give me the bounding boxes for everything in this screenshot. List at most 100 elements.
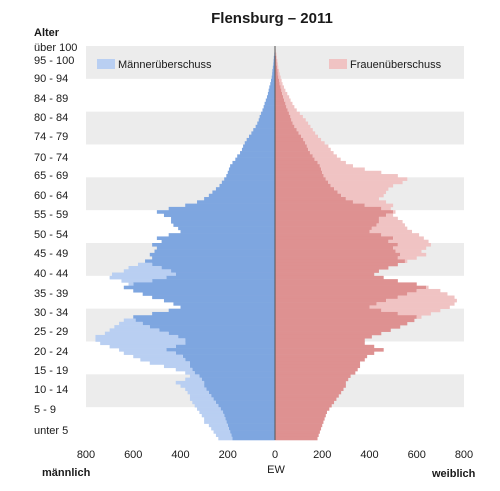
bar-female [275, 59, 277, 63]
x-axis-label: EW [267, 464, 285, 476]
bar-female [275, 105, 287, 109]
bar-female [275, 183, 331, 188]
bar-female [275, 256, 398, 260]
bar-male [270, 82, 275, 86]
bar-male-surplus [109, 328, 160, 332]
bar-female [275, 121, 293, 126]
bar-female [275, 354, 368, 359]
bar-female [275, 384, 346, 388]
bar-female-surplus [287, 108, 297, 112]
bar-female [275, 403, 332, 408]
bar-female [275, 305, 370, 309]
bar-female [275, 371, 356, 375]
bar-male-surplus [128, 265, 162, 270]
age-label: 70 - 74 [34, 152, 68, 164]
bar-female [275, 197, 346, 201]
bar-male [265, 98, 275, 103]
bar-female-surplus [397, 243, 431, 247]
bar-female-surplus [376, 223, 405, 227]
bar-male [178, 226, 275, 231]
bar-female [275, 91, 283, 96]
bar-male [208, 193, 275, 198]
bar-female-surplus [306, 144, 329, 149]
legend-male-swatch [97, 59, 115, 69]
bar-female [275, 410, 327, 415]
age-label: 40 - 44 [34, 268, 68, 280]
bar-male-surplus [137, 262, 153, 267]
bar-female-surplus [388, 239, 429, 244]
bar-female-surplus [285, 101, 293, 106]
legend-female-swatch [329, 59, 347, 69]
bar-female-surplus [305, 141, 325, 145]
bar-female [275, 321, 408, 326]
bar-female [275, 193, 342, 198]
bar-male [142, 321, 275, 326]
bar-male-surplus [194, 403, 219, 408]
bar-female-surplus [378, 220, 403, 224]
bar-female [275, 111, 289, 116]
bar-male [243, 144, 275, 149]
bar-male-surplus [192, 400, 216, 405]
bar-female [275, 68, 278, 73]
bar-male-surplus [100, 341, 186, 346]
bar-female [275, 141, 306, 145]
age-label: 90 - 94 [34, 73, 68, 85]
bar-male [263, 105, 275, 109]
legend-female-label: Frauenüberschuss [350, 59, 442, 71]
legend-female: Frauenüberschuss [329, 59, 442, 71]
bar-female [275, 272, 375, 277]
bar-female-surplus [381, 206, 391, 211]
bar-female-surplus [303, 137, 322, 142]
bar-female [275, 180, 329, 185]
bar-female-surplus [319, 164, 353, 168]
bar-male [231, 433, 275, 438]
bar-female [275, 390, 342, 395]
bar-male-surplus [123, 351, 176, 355]
bar-male [189, 361, 275, 365]
bar-female [275, 243, 398, 247]
bar-male [259, 114, 275, 119]
bar-female [275, 229, 370, 234]
bar-male-surplus [133, 354, 183, 359]
bar-male-surplus [211, 426, 229, 431]
bar-female-surplus [276, 55, 277, 60]
bar-female [275, 338, 365, 342]
bar-male-surplus [213, 430, 231, 434]
bar-female [275, 334, 372, 339]
bar-female-surplus [278, 75, 281, 80]
bar-male [227, 423, 275, 428]
bar-male [211, 394, 275, 398]
bar-female-surplus [277, 68, 280, 73]
bar-female-surplus [284, 98, 291, 103]
bar-male-surplus [201, 413, 225, 418]
bar-female [275, 82, 280, 86]
bar-male [185, 203, 275, 208]
bar-female [275, 114, 291, 119]
bar-male [156, 210, 275, 214]
bar-female [275, 236, 394, 241]
age-label: 5 - 9 [34, 404, 56, 416]
bar-male-surplus [180, 384, 205, 388]
bar-female-surplus [397, 256, 417, 260]
bar-female [275, 210, 394, 214]
bar-male [237, 154, 275, 158]
bar-male-surplus [204, 417, 226, 421]
bar-male [168, 308, 275, 313]
bar-male [163, 213, 275, 218]
bar-male [273, 59, 275, 63]
bar-female [275, 190, 338, 195]
bar-male-surplus [175, 367, 193, 372]
chart-title: Flensburg – 2011 [211, 10, 333, 27]
bar-female [275, 436, 318, 441]
bar-male [185, 338, 275, 342]
bar-male [226, 420, 275, 424]
bar-male-surplus [95, 334, 179, 339]
bar-female [275, 252, 401, 257]
bar-male-surplus [123, 318, 136, 323]
bar-female [275, 118, 292, 122]
bar-male [154, 249, 275, 254]
bar-male [224, 413, 275, 418]
bar-female-surplus [378, 216, 398, 221]
bar-female [275, 213, 387, 218]
bar-female [275, 364, 361, 369]
